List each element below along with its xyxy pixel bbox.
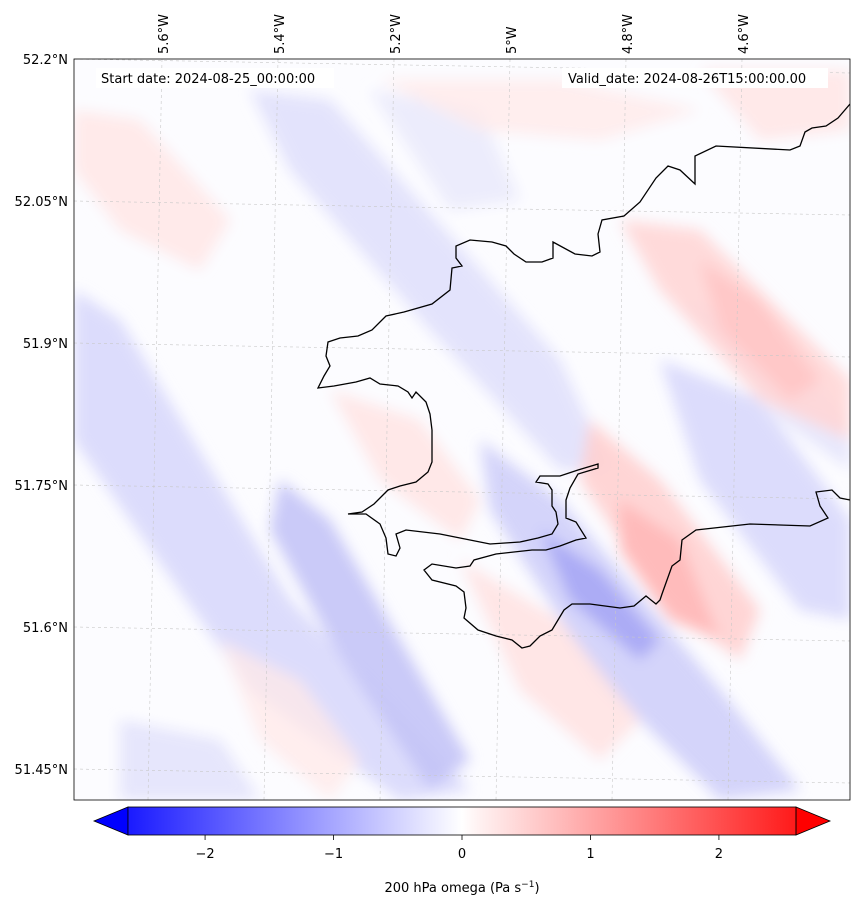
- colorbar: −2 −1 0 1 2 200 hPa omega (Pa s−1): [92, 806, 832, 896]
- colorbar-label: 200 hPa omega (Pa s−1): [384, 880, 539, 896]
- colorbar-tick-label: 0: [458, 847, 466, 862]
- colorbar-tick-label: −2: [195, 847, 214, 862]
- valid-date-box: [562, 68, 828, 88]
- coastline: [316, 103, 850, 649]
- start-date-label: Start date: 2024-08-25_00:00:00: [101, 72, 315, 87]
- map-frame: [73, 58, 851, 801]
- lon-label: 5.6°W: [157, 14, 172, 54]
- colorbar-tick-label: −1: [324, 847, 343, 862]
- lat-label: 51.9°N: [23, 337, 68, 352]
- colorbar-gradient: [128, 807, 796, 835]
- lat-label: 51.6°N: [23, 621, 68, 636]
- lat-label: 52.05°N: [15, 195, 68, 210]
- colorbar-extend-min: [92, 806, 129, 836]
- start-date-box: [96, 68, 334, 88]
- lon-label: 5°W: [505, 26, 520, 54]
- colorbar-ticks: −2 −1 0 1 2: [195, 835, 723, 862]
- lon-label: 4.8°W: [621, 14, 636, 54]
- lon-label: 5.4°W: [273, 14, 288, 54]
- lat-label: 52.2°N: [23, 53, 68, 68]
- colorbar-tick-label: 2: [715, 847, 723, 862]
- lon-label: 5.2°W: [389, 14, 404, 54]
- lat-labels: 52.2°N 52.05°N 51.9°N 51.75°N 51.6°N 51.…: [15, 53, 68, 778]
- lat-label: 51.75°N: [15, 479, 68, 494]
- colorbar-tick-label: 1: [586, 847, 594, 862]
- valid-date-label: Valid_date: 2024-08-26T15:00:00.00: [568, 72, 806, 87]
- lon-label: 4.6°W: [737, 14, 752, 54]
- colorbar-extend-max: [795, 806, 832, 836]
- omega-field: [74, 59, 850, 800]
- lat-label: 51.45°N: [15, 763, 68, 778]
- lon-labels: 5.6°W 5.4°W 5.2°W 5°W 4.8°W 4.6°W: [157, 14, 752, 54]
